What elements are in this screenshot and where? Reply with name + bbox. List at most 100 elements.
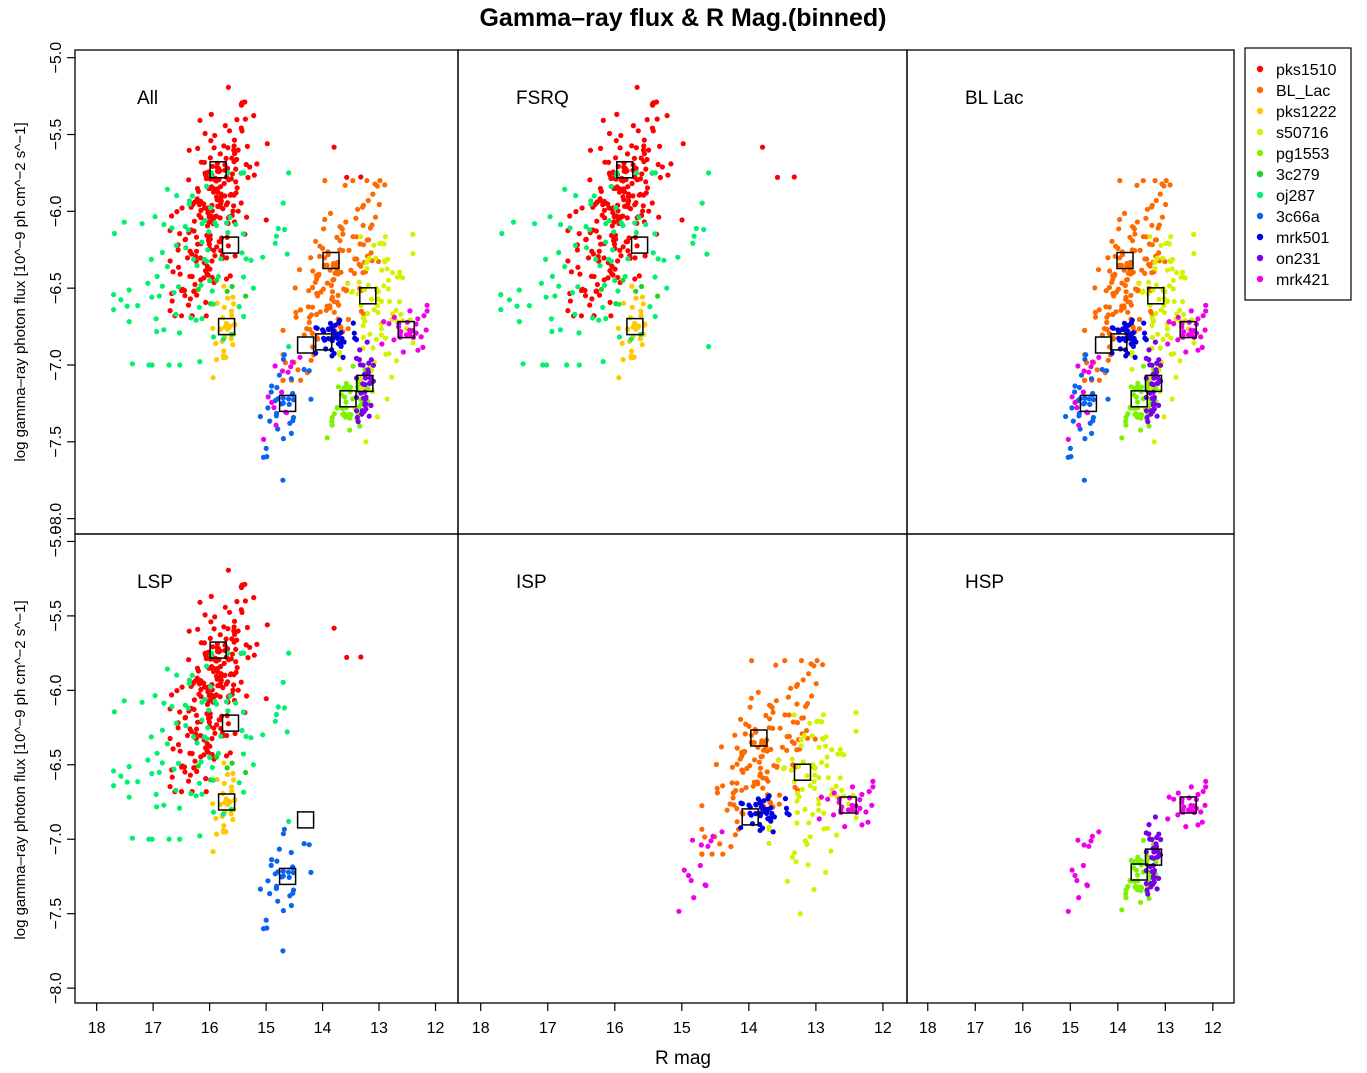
data-point-pks1510 [617, 247, 623, 253]
data-point-pks1510 [233, 166, 239, 172]
data-point-pks1510 [231, 628, 237, 634]
data-point-BL_Lac [770, 709, 776, 715]
data-point-3c279 [195, 763, 201, 769]
legend-label: pks1222 [1276, 104, 1337, 121]
data-point-oj287 [281, 705, 288, 711]
data-point-mrk501 [1117, 346, 1123, 352]
data-point-oj287 [148, 256, 154, 262]
data-point-pks1510 [587, 177, 593, 183]
data-point-3c66a [301, 366, 307, 373]
data-point-BL_Lac [1140, 234, 1146, 240]
data-point-oj287 [161, 327, 167, 333]
data-point-BL_Lac [1132, 231, 1138, 237]
data-point-BL_Lac [702, 834, 708, 840]
data-point-pks1510 [243, 642, 249, 648]
data-point-s50716 [794, 809, 801, 816]
data-point-pks1510 [183, 714, 189, 721]
data-point-mrk501 [1110, 325, 1116, 331]
data-point-on231 [1156, 875, 1162, 882]
data-point-BL_Lac [1153, 237, 1160, 243]
legend-item-3c279: 3c279 [1256, 167, 1320, 184]
data-point-mrk421 [1166, 794, 1172, 800]
data-point-pks1510 [642, 253, 648, 259]
data-point-BL_Lac [1130, 269, 1136, 275]
data-point-oj287 [177, 362, 183, 368]
data-point-mrk421 [1181, 329, 1187, 335]
x-tick-label: 15 [1061, 1020, 1079, 1037]
data-point-pks1510 [185, 302, 192, 308]
data-point-pks1510 [620, 194, 626, 200]
data-point-oj287 [236, 304, 242, 310]
data-point-s50716 [345, 281, 351, 287]
data-point-pks1510 [610, 210, 616, 216]
data-point-pks1510 [191, 218, 197, 224]
data-point-mrk421 [1188, 308, 1194, 314]
data-point-pks1510 [182, 769, 188, 775]
data-point-pg1553 [365, 386, 371, 392]
data-point-pks1510 [646, 208, 652, 214]
data-point-BL_Lac [335, 292, 341, 298]
data-point-oj287 [152, 693, 158, 699]
data-point-BL_Lac [352, 256, 358, 262]
data-point-BL_Lac [314, 311, 320, 318]
data-point-oj287 [625, 256, 631, 262]
data-point-pks1510 [238, 101, 244, 107]
legend-label: 3c279 [1276, 167, 1320, 184]
data-point-oj287 [701, 226, 707, 233]
legend-item-pg1553: pg1553 [1256, 146, 1329, 163]
data-point-s50716 [799, 786, 805, 793]
data-point-pks1510 [198, 686, 204, 693]
data-point-pks1510 [587, 147, 594, 153]
data-point-mrk421 [1089, 359, 1095, 365]
data-point-mrk421 [279, 389, 285, 395]
data-point-s50716 [396, 299, 403, 305]
data-point-pks1510 [194, 197, 200, 203]
binned-mean-pg1553 [1130, 863, 1148, 881]
data-point-pks1222 [629, 283, 635, 289]
data-point-3c66a [265, 405, 271, 411]
data-point-3c66a [288, 902, 294, 909]
data-point-mrk421 [702, 882, 708, 888]
data-point-s50716 [1158, 242, 1164, 248]
data-point-pks1510 [187, 750, 193, 756]
data-point-pks1510 [211, 693, 217, 699]
data-point-BL_Lac [751, 740, 757, 746]
data-point-s50716 [796, 794, 802, 800]
data-point-pks1510 [601, 198, 607, 204]
data-point-mrk501 [738, 825, 744, 831]
data-point-s50716 [373, 336, 379, 342]
data-point-mrk421 [1195, 791, 1201, 798]
data-point-3c66a [263, 917, 269, 923]
data-point-oj287 [275, 704, 281, 710]
binned-mean-s50716 [359, 287, 377, 305]
data-point-pks1510 [251, 172, 257, 178]
data-point-mrk421 [1075, 363, 1081, 369]
data-point-oj287 [183, 723, 189, 729]
data-point-BL_Lac [338, 269, 344, 275]
data-point-pks1510 [574, 247, 581, 253]
data-point-mrk421 [842, 824, 848, 830]
data-point-oj287 [562, 264, 568, 270]
data-point-s50716 [400, 275, 406, 281]
data-point-on231 [1152, 814, 1158, 820]
data-point-s50716 [410, 251, 416, 257]
data-point-oj287 [272, 718, 278, 724]
y-tick-label: −6.5 [48, 272, 65, 304]
data-point-BL_Lac [1133, 286, 1139, 292]
data-point-s50716 [825, 775, 832, 781]
data-point-s50716 [373, 255, 379, 261]
data-point-s50716 [823, 743, 829, 749]
x-tick-label: 16 [201, 1020, 219, 1037]
data-point-pks1510 [613, 138, 619, 144]
data-point-pks1510 [231, 682, 237, 688]
data-point-BL_Lac [770, 725, 776, 732]
data-point-BL_Lac [820, 662, 826, 668]
data-point-pks1510 [225, 145, 231, 151]
data-point-pks1222 [229, 312, 235, 319]
data-point-pks1510 [198, 640, 204, 646]
data-point-pks1510 [358, 174, 364, 180]
data-point-mrk421 [1203, 308, 1209, 314]
data-point-pks1510 [207, 236, 213, 242]
data-point-oj287 [575, 284, 581, 290]
data-point-pks1510 [216, 717, 222, 723]
